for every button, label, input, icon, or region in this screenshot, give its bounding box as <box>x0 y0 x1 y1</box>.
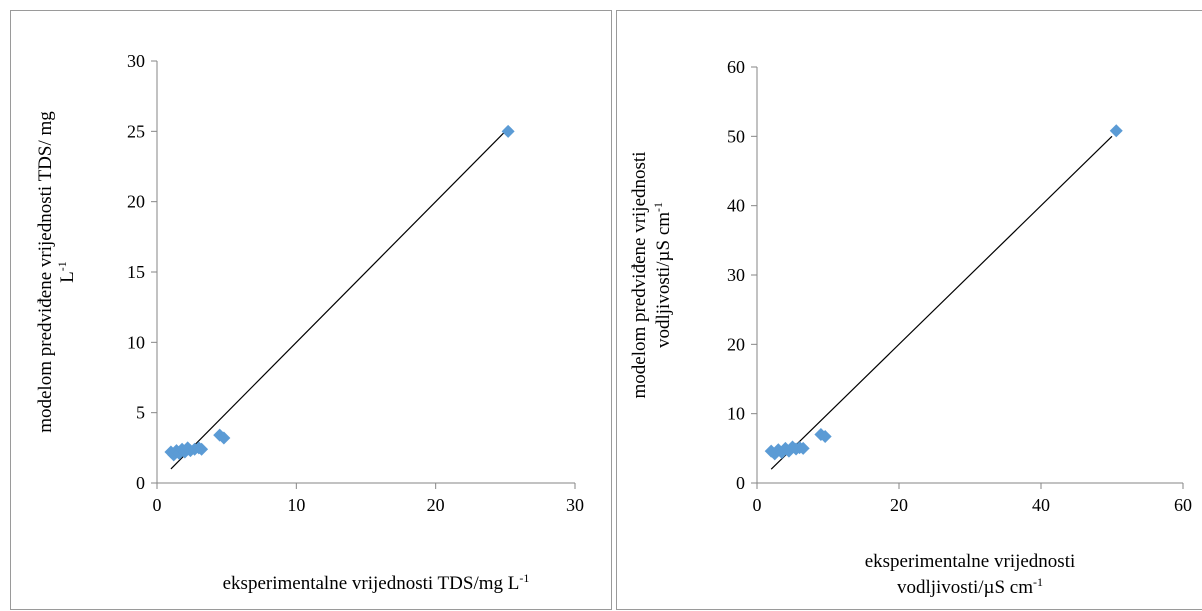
x-tick-label: 30 <box>566 495 584 515</box>
y-axis-label: L-1 <box>55 261 78 283</box>
y-tick-label: 40 <box>727 196 745 216</box>
conductivity-scatter-chart: 0 10 20 30 40 50 60 0 20 40 60 eksperimentalne vrij… <box>629 57 1192 598</box>
data-point <box>1109 124 1123 138</box>
data-point <box>818 430 832 444</box>
left-chart-panel: 0 5 10 15 20 25 30 0 10 20 30 eksperimentalne vrije… <box>10 10 612 610</box>
data-point <box>782 444 796 458</box>
x-axis-label-superscript: -1 <box>1033 575 1043 589</box>
y-tick-label: 10 <box>127 332 145 352</box>
data-point <box>195 442 209 456</box>
y-axis-label: modelom predviđene vrijednosti TDS/ mg <box>35 111 56 433</box>
y-tick-label: 30 <box>727 265 745 285</box>
x-tick-label: 40 <box>1032 495 1050 515</box>
y-tick-label: 15 <box>127 262 145 282</box>
y-axis-label-superscript: -1 <box>651 202 665 212</box>
x-tick-label: 20 <box>427 495 445 515</box>
x-axis-label: vodljivosti/µS cm-1 <box>897 575 1043 598</box>
trend-line <box>170 130 506 470</box>
y-tick-label: 60 <box>727 57 745 77</box>
tds-scatter-chart: 0 5 10 15 20 25 30 0 10 20 30 eksperimentalne vrije… <box>35 51 584 594</box>
x-axis-label-text: eksperimentalne vrijednosti TDS/mg L <box>223 573 520 594</box>
data-point <box>501 124 515 138</box>
x-axis-label-superscript: -1 <box>519 571 529 585</box>
y-axis-label-text: vodljivosti/µS cm <box>653 212 674 348</box>
x-tick-label: 20 <box>890 495 908 515</box>
x-tick-label: 60 <box>1174 495 1192 515</box>
x-tick-label: 0 <box>153 495 162 515</box>
y-tick-label: 30 <box>127 51 145 71</box>
y-axis-label-superscript: -1 <box>55 261 69 271</box>
y-tick-label: 10 <box>727 404 745 424</box>
y-tick-label: 5 <box>136 403 145 423</box>
y-tick-label: 20 <box>727 334 745 354</box>
y-axis-label-text: L <box>57 271 78 283</box>
x-tick-label: 10 <box>287 495 305 515</box>
data-point <box>796 441 810 455</box>
y-axis-label-text: modelom predviđene vrijednosti <box>629 152 650 399</box>
y-tick-label: 0 <box>136 473 145 493</box>
y-tick-label: 50 <box>727 126 745 146</box>
y-axis-label: modelom predviđene vrijednosti <box>629 152 650 399</box>
y-axis-label-text: modelom predviđene vrijednosti TDS/ mg <box>35 111 56 433</box>
y-axis-label: vodljivosti/µS cm-1 <box>651 202 674 348</box>
x-tick-label: 0 <box>753 495 762 515</box>
right-chart-panel: 0 10 20 30 40 50 60 0 20 40 60 eksperimentalne vrij… <box>616 10 1202 610</box>
y-tick-label: 20 <box>127 192 145 212</box>
trend-line <box>770 135 1113 470</box>
x-axis-label-text: eksperimentalne vrijednosti <box>865 551 1076 572</box>
x-axis-label: eksperimentalne vrijednosti <box>865 551 1076 572</box>
y-tick-label: 25 <box>127 121 145 141</box>
x-axis-label: eksperimentalne vrijednosti TDS/mg L-1 <box>223 571 530 594</box>
y-tick-label: 0 <box>736 473 745 493</box>
data-point <box>217 431 231 445</box>
x-axis-label-text: vodljivosti/µS cm <box>897 577 1033 598</box>
